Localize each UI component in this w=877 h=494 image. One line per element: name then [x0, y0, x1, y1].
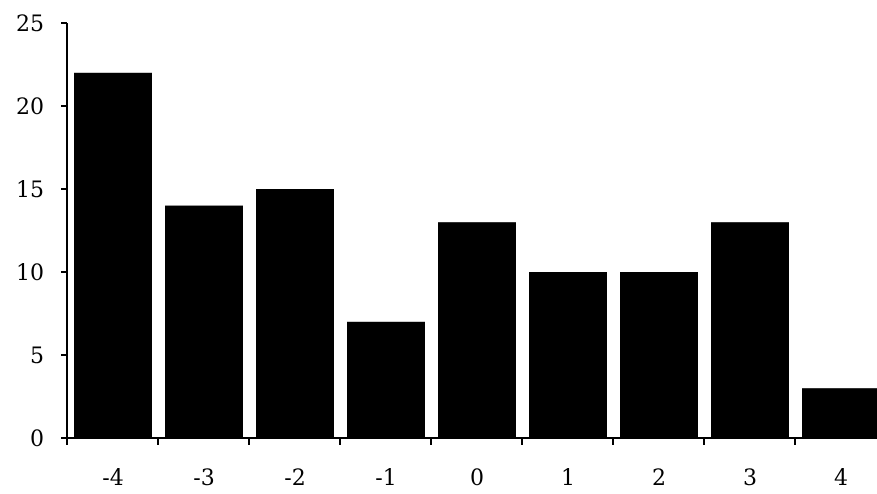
x-tick-label: -2 — [284, 466, 305, 491]
y-tick-label: 15 — [16, 178, 44, 203]
y-tick-label: 20 — [16, 95, 44, 120]
y-axis: 0 5 10 15 20 25 — [16, 12, 68, 452]
x-tick-label: -1 — [375, 466, 396, 491]
bar-3 — [711, 222, 789, 438]
bar-2 — [620, 272, 698, 438]
bar--3 — [165, 205, 243, 438]
x-tick-label: 1 — [561, 466, 575, 491]
x-tick-label: 3 — [743, 466, 757, 491]
x-axis: -4 -3 -2 -1 0 1 2 3 4 — [66, 437, 877, 491]
x-tick-label: 2 — [652, 466, 666, 491]
bars-group — [74, 72, 877, 439]
x-tick-label: -4 — [102, 466, 123, 491]
bar-4 — [802, 388, 877, 438]
y-tick-label: 10 — [16, 261, 44, 286]
y-tick-label: 25 — [16, 12, 44, 37]
x-tick-label: 4 — [834, 466, 848, 491]
x-tick-label: -3 — [193, 466, 214, 491]
y-tick-label: 0 — [30, 427, 44, 452]
bar-1 — [529, 272, 607, 438]
y-tick-label: 5 — [30, 344, 44, 369]
bar-0 — [438, 222, 516, 438]
bar--1 — [347, 321, 425, 438]
bar--2 — [256, 189, 334, 438]
bar--4 — [74, 72, 152, 439]
x-tick-label: 0 — [470, 466, 484, 491]
